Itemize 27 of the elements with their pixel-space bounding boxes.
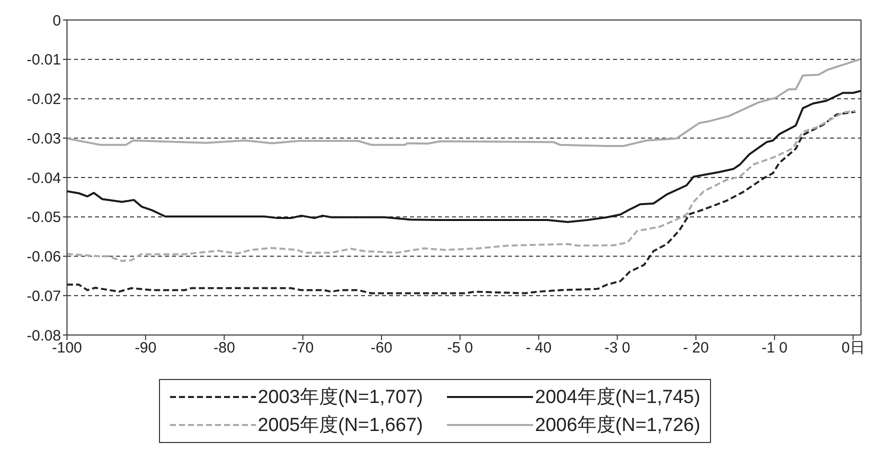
x-tick-label: -1 0	[762, 340, 788, 357]
y-tick-label: -0.04	[26, 170, 61, 187]
line-series	[67, 58, 861, 147]
y-tick-label: -0.07	[26, 288, 61, 305]
y-tick-label: 0	[52, 12, 61, 30]
y-tick-label: -0.03	[26, 130, 61, 148]
x-tick-label: -3 0	[604, 340, 630, 357]
y-tick-label: -0.01	[26, 52, 61, 69]
line-series	[67, 110, 856, 294]
x-tick-label: -5 0	[447, 340, 473, 357]
y-tick-label: -0.02	[26, 91, 61, 108]
legend-label: 2004年度(N=1,745)	[535, 386, 700, 410]
legend-label: 2006年度(N=1,726)	[535, 414, 700, 438]
x-tick-label: 0日	[841, 340, 865, 357]
x-tick-label: -80	[213, 340, 236, 357]
y-tick-label: -0.06	[26, 248, 61, 266]
legend-label: 2003年度(N=1,707)	[258, 386, 423, 410]
x-tick-label: -90	[134, 340, 156, 357]
legend-label: 2005年度(N=1,667)	[258, 414, 423, 438]
x-tick-label: -60	[370, 340, 392, 357]
line-series	[67, 90, 861, 223]
y-tick-label: -0.05	[26, 209, 61, 226]
x-tick-label: -100	[52, 340, 82, 357]
line-series	[67, 110, 856, 262]
x-tick-label: -70	[292, 340, 314, 357]
x-tick-label: - 20	[682, 340, 709, 357]
x-tick-label: - 40	[526, 340, 552, 357]
